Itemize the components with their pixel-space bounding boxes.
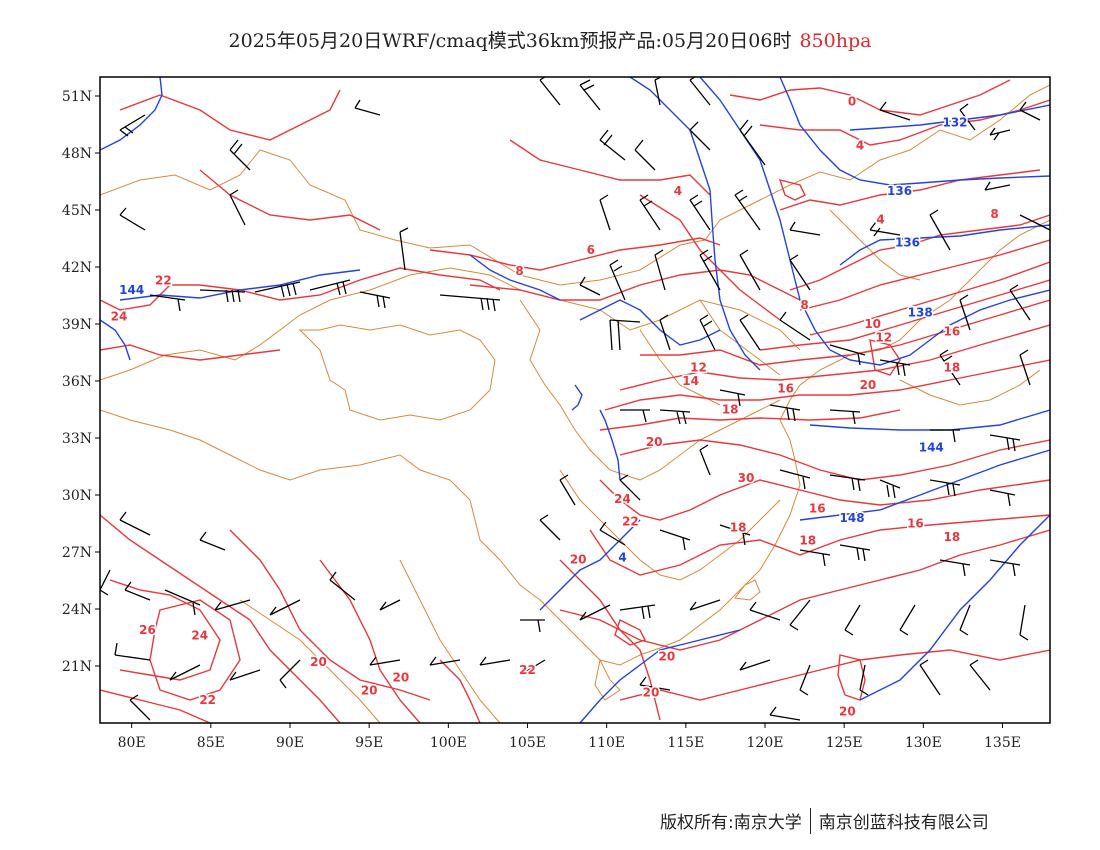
lon-tick-label: 115E bbox=[667, 735, 704, 751]
geopotential-contour-label: 144 bbox=[119, 283, 144, 297]
title-main: 2025年05月20日WRF/cmaq模式36km预报产品:05月20日06时 bbox=[228, 30, 792, 52]
temperature-contour-label: 18 bbox=[943, 530, 960, 544]
lat-tick-label: 42N bbox=[62, 260, 92, 276]
latitude-labels: 51N 48N 45N 42N 39N 36N 33N 30N 27N 24N 21N bbox=[62, 89, 92, 675]
temperature-contour-label: 6 bbox=[587, 243, 595, 257]
lon-tick-label: 130E bbox=[905, 735, 942, 751]
copyright-left: 版权所有:南京大学 bbox=[660, 813, 802, 833]
temperature-contour-label: 18 bbox=[722, 403, 739, 417]
geopotential-contours bbox=[100, 77, 1050, 723]
lat-tick-label: 51N bbox=[62, 89, 92, 105]
temperature-contour-label: 26 bbox=[139, 623, 156, 637]
geopotential-contour-label: 4 bbox=[618, 551, 626, 565]
temperature-contour-label: 22 bbox=[199, 693, 216, 707]
lon-tick-label: 110E bbox=[588, 735, 625, 751]
temperature-contour-label: 14 bbox=[682, 374, 699, 388]
geopotential-contour-label: 148 bbox=[840, 511, 865, 525]
lat-tick-label: 45N bbox=[62, 203, 92, 219]
plot-frame bbox=[99, 76, 1051, 724]
temperature-contour-label: 4 bbox=[876, 213, 884, 227]
lon-tick-label: 100E bbox=[430, 735, 467, 751]
temperature-contour-label: 16 bbox=[907, 517, 924, 531]
lon-tick-label: 135E bbox=[984, 735, 1021, 751]
temperature-contour-label: 20 bbox=[839, 705, 856, 719]
temperature-contour-label: 20 bbox=[860, 378, 877, 392]
temperature-contour-label: 16 bbox=[777, 382, 794, 396]
lon-tick-label: 90E bbox=[276, 735, 304, 751]
lat-tick-label: 24N bbox=[62, 602, 92, 618]
temperature-contour-label: 24 bbox=[191, 629, 208, 643]
temperature-contour-label: 30 bbox=[738, 471, 755, 485]
temperature-contour-label: 8 bbox=[515, 264, 523, 278]
temperature-contour-label: 22 bbox=[622, 515, 639, 529]
temperature-contour-label: 16 bbox=[943, 325, 960, 339]
temperature-contour-label: 12 bbox=[875, 330, 892, 344]
geopotential-contour-label: 132 bbox=[942, 116, 967, 130]
lat-tick-label: 33N bbox=[62, 431, 92, 447]
temperature-contour-label: 12 bbox=[690, 361, 707, 375]
temperature-contour-label: 18 bbox=[799, 534, 816, 548]
temperature-contour-label: 24 bbox=[111, 309, 128, 323]
lat-tick-label: 30N bbox=[62, 488, 92, 504]
geopotential-contour-label: 136 bbox=[887, 184, 912, 198]
temperature-contour-label: 20 bbox=[646, 435, 663, 449]
temperature-contour-label: 8 bbox=[990, 207, 998, 221]
temperature-contour-label: 20 bbox=[392, 670, 409, 684]
temperature-contour-label: 20 bbox=[361, 684, 378, 698]
temperature-contour-label: 10 bbox=[864, 317, 881, 331]
temperature-contour-label: 4 bbox=[674, 184, 682, 198]
lon-tick-label: 80E bbox=[118, 735, 146, 751]
temperature-contour-label: 22 bbox=[155, 273, 172, 287]
temperature-contour-label: 20 bbox=[570, 553, 587, 567]
temperature-contour-label: 16 bbox=[809, 501, 826, 515]
lon-tick-label: 105E bbox=[509, 735, 546, 751]
longitude-labels: 80E 85E 90E 95E 100E 105E 110E 115E 120E 125E 130E… bbox=[118, 735, 1021, 751]
lat-tick-label: 27N bbox=[62, 545, 92, 561]
geopotential-contour-label: 138 bbox=[908, 306, 933, 320]
lon-tick-label: 95E bbox=[355, 735, 383, 751]
geopotential-contour-label: 136 bbox=[895, 235, 920, 249]
footer-separator bbox=[809, 808, 811, 834]
temperature-contour-label: 0 bbox=[848, 95, 856, 109]
lat-tick-label: 21N bbox=[62, 659, 92, 675]
temperature-contour-label: 8 bbox=[800, 298, 808, 312]
temperature-contour-label: 20 bbox=[643, 686, 660, 700]
temperature-contour-label: 18 bbox=[730, 520, 747, 534]
temperature-contours bbox=[100, 79, 1050, 723]
map-title: 2025年05月20日WRF/cmaq模式36km预报产品:05月20日06时 8… bbox=[0, 26, 1100, 53]
lon-tick-label: 125E bbox=[826, 735, 863, 751]
copyright-right: 南京创蓝科技有限公司 bbox=[818, 813, 989, 833]
pressure-level-label: 850hpa bbox=[799, 30, 872, 52]
lon-tick-label: 120E bbox=[747, 735, 784, 751]
lat-tick-label: 48N bbox=[62, 146, 92, 162]
temperature-contour-label: 20 bbox=[658, 650, 675, 664]
boundary-lines bbox=[100, 84, 1050, 723]
temperature-contour-label: 4 bbox=[856, 138, 864, 152]
wind-barbs bbox=[100, 77, 1050, 721]
geopotential-contour-label: 144 bbox=[919, 441, 944, 455]
temperature-contour-label: 20 bbox=[310, 655, 327, 669]
lat-tick-label: 39N bbox=[62, 317, 92, 333]
lon-tick-label: 85E bbox=[197, 735, 225, 751]
temperature-contour-label: 18 bbox=[943, 361, 960, 375]
lat-tick-label: 36N bbox=[62, 374, 92, 390]
copyright-footer: 版权所有:南京大学 南京创蓝科技有限公司 bbox=[660, 808, 989, 836]
temperature-contour-label: 22 bbox=[519, 663, 536, 677]
tick-marks bbox=[95, 95, 1003, 728]
temperature-contour-label: 24 bbox=[614, 492, 631, 506]
